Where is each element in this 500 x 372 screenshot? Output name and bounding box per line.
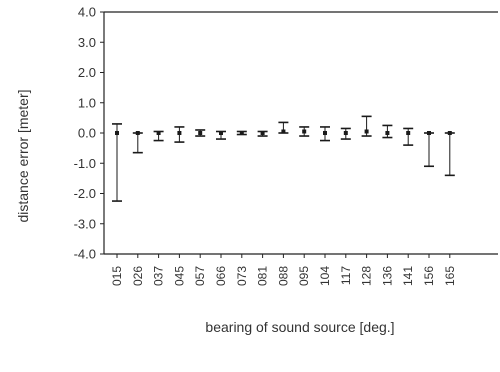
mean-point <box>427 131 431 135</box>
x-tick-label: 104 <box>318 266 332 286</box>
y-tick-label: 0.0 <box>78 126 96 141</box>
x-tick-label: 045 <box>172 266 186 286</box>
x-tick-label: 015 <box>110 266 124 286</box>
y-axis-ticks: 4.0 3.0 2.0 1.0 0.0 -1.0 -2.0 -3.0 -4.0 <box>74 5 104 262</box>
mean-point <box>115 131 119 135</box>
error-bars <box>112 115 455 202</box>
y-tick-label: 2.0 <box>78 65 96 80</box>
mean-point <box>323 131 327 135</box>
x-axis-ticks: 015 026 037 045 057 066 073 081 088 095 104 117 128 1… <box>110 254 457 286</box>
y-tick-label: -1.0 <box>74 156 96 171</box>
mean-point <box>239 131 244 135</box>
x-tick-label: 128 <box>360 266 374 286</box>
error-bar-104 <box>320 126 330 142</box>
error-bar-117 <box>340 127 351 140</box>
y-tick-label: 3.0 <box>78 35 96 50</box>
plot-frame <box>103 11 498 255</box>
y-tick-label: -4.0 <box>74 247 96 262</box>
error-bar-066 <box>216 130 226 140</box>
error-bar-128 <box>361 115 372 137</box>
error-bar-015 <box>112 123 122 202</box>
error-bar-088 <box>278 121 289 134</box>
mean-point <box>364 129 369 134</box>
mean-point <box>198 131 203 135</box>
mean-point <box>343 131 348 135</box>
x-tick-label: 037 <box>152 266 166 286</box>
error-bar-057 <box>195 129 206 137</box>
mean-point <box>385 131 390 135</box>
x-tick-label: 141 <box>401 266 415 286</box>
error-bar-037 <box>153 130 164 142</box>
mean-point <box>406 131 411 135</box>
x-tick-label: 165 <box>443 266 457 286</box>
x-tick-label: 088 <box>276 266 290 286</box>
mean-point <box>447 131 452 135</box>
mean-point <box>156 131 161 135</box>
y-tick-label: -2.0 <box>74 186 96 201</box>
x-tick-label: 026 <box>131 266 145 286</box>
x-tick-label: 095 <box>297 266 311 286</box>
x-tick-label: 156 <box>422 266 436 286</box>
error-bar-073 <box>236 130 247 136</box>
x-tick-label: 066 <box>214 266 228 286</box>
mean-point <box>219 131 223 135</box>
mean-point <box>260 131 265 135</box>
mean-point <box>281 129 286 134</box>
error-bar-136 <box>382 124 393 139</box>
error-bar-026 <box>132 131 143 154</box>
error-bar-165 <box>444 131 455 177</box>
x-tick-label: 057 <box>193 266 207 286</box>
error-bar-095 <box>299 126 310 137</box>
error-bar-045 <box>174 126 185 143</box>
y-tick-label: 1.0 <box>78 95 96 110</box>
x-tick-label: 136 <box>380 266 394 286</box>
error-bar-141 <box>403 127 414 146</box>
mean-point <box>177 131 182 135</box>
x-tick-label: 073 <box>235 266 249 286</box>
y-tick-label: -3.0 <box>74 216 96 231</box>
error-bar-081 <box>257 130 268 137</box>
x-axis-label: bearing of sound source [deg.] <box>205 319 394 335</box>
y-tick-label: 4.0 <box>78 5 96 20</box>
x-tick-label: 117 <box>339 266 353 285</box>
mean-point <box>302 129 307 134</box>
y-axis-label: distance error [meter] <box>15 89 31 222</box>
x-tick-label: 081 <box>256 266 270 286</box>
error-bar-156 <box>424 131 434 168</box>
mean-point <box>135 131 140 135</box>
